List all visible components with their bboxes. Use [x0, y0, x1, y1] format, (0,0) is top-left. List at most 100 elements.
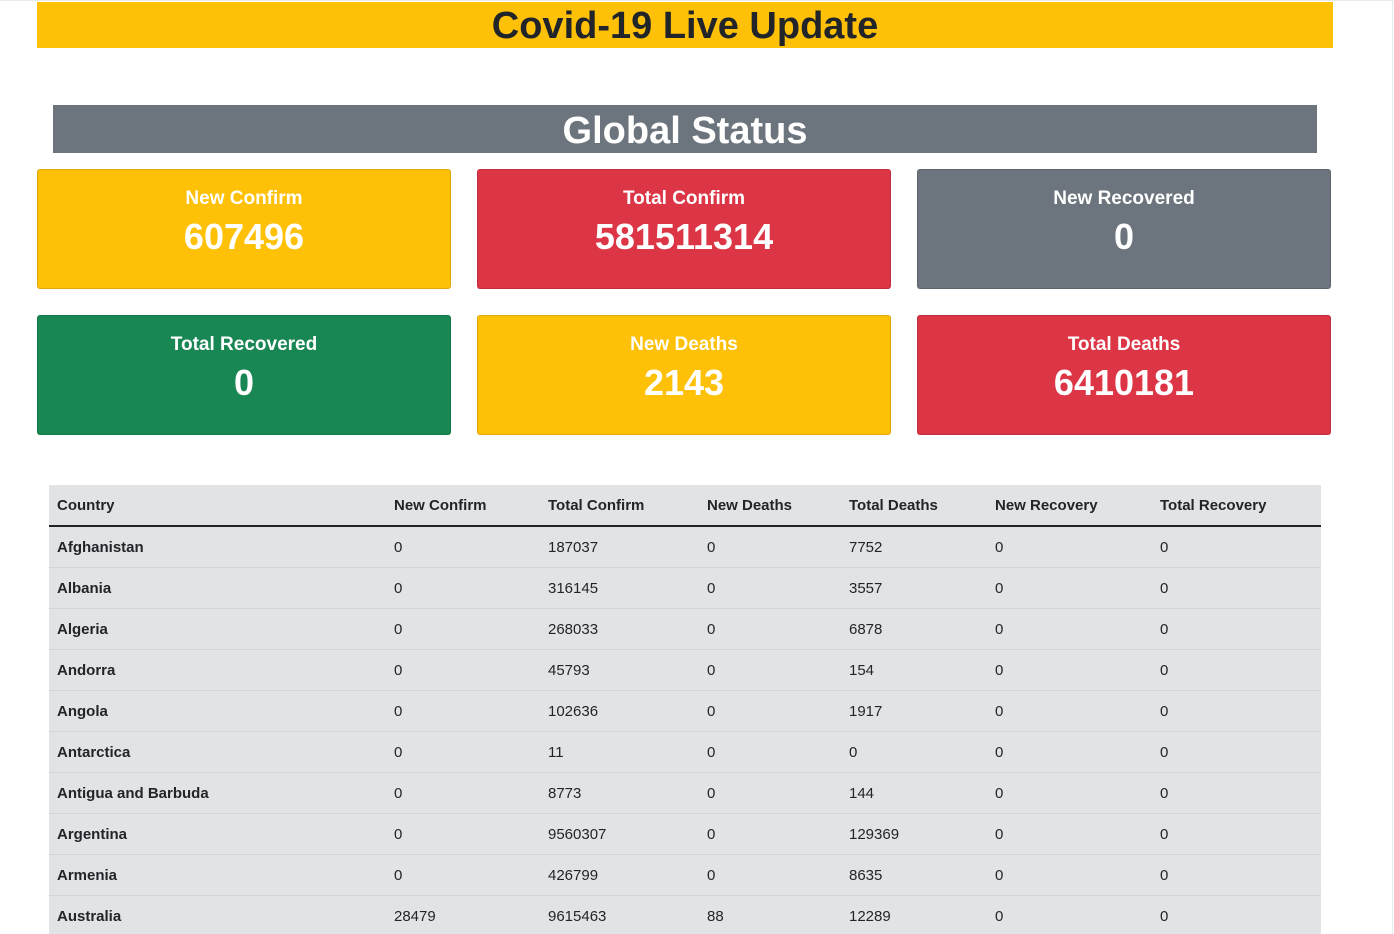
total-deaths-card: Total Deaths 6410181 [917, 315, 1331, 435]
table-body: Afghanistan 0 187037 0 7752 0 0 Albania 0 316145 0… [49, 526, 1321, 934]
column-header-total-confirm: Total Confirm [540, 485, 699, 527]
cell-country: Australia [49, 895, 386, 934]
cell-total-recovery: 0 [1152, 690, 1321, 732]
cell-country: Albania [49, 567, 386, 609]
table-row: Armenia 0 426799 0 8635 0 0 [49, 854, 1321, 896]
cell-new-deaths: 0 [699, 690, 841, 732]
cell-total-recovery: 0 [1152, 895, 1321, 934]
cell-total-confirm: 187037 [540, 526, 699, 568]
right-border [1392, 0, 1393, 934]
card-value: 0 [1113, 216, 1135, 257]
new-recovered-card: New Recovered 0 [917, 169, 1331, 289]
cell-new-recovery: 0 [987, 567, 1152, 609]
table-header-row: Country New Confirm Total Confirm New De… [49, 485, 1321, 527]
table-row: Australia 28479 9615463 88 12289 0 0 [49, 895, 1321, 934]
card-label: New Deaths [630, 334, 738, 355]
column-header-total-recovery: Total Recovery [1152, 485, 1321, 527]
table-row: Antarctica 0 11 0 0 0 0 [49, 731, 1321, 773]
table-row: Andorra 0 45793 0 154 0 0 [49, 649, 1321, 691]
table-row: Argentina 0 9560307 0 129369 0 0 [49, 813, 1321, 855]
cell-new-confirm: 0 [386, 567, 540, 609]
cell-total-recovery: 0 [1152, 731, 1321, 773]
cell-total-deaths: 12289 [841, 895, 987, 934]
total-recovered-card: Total Recovered 0 [37, 315, 451, 435]
cell-total-recovery: 0 [1152, 649, 1321, 691]
cell-total-deaths: 6878 [841, 608, 987, 650]
top-border [0, 0, 1394, 1]
card-label: New Confirm [185, 188, 303, 209]
table-row: Antigua and Barbuda 0 8773 0 144 0 0 [49, 772, 1321, 814]
cell-total-deaths: 8635 [841, 854, 987, 896]
card-label: Total Recovered [170, 334, 318, 355]
new-confirm-card: New Confirm 607496 [37, 169, 451, 289]
cell-total-deaths: 144 [841, 772, 987, 814]
cell-new-recovery: 0 [987, 772, 1152, 814]
new-deaths-card: New Deaths 2143 [477, 315, 891, 435]
cell-new-confirm: 0 [386, 813, 540, 855]
cell-new-recovery: 0 [987, 895, 1152, 934]
cell-new-recovery: 0 [987, 854, 1152, 896]
cell-total-recovery: 0 [1152, 526, 1321, 568]
cell-new-recovery: 0 [987, 690, 1152, 732]
cell-total-recovery: 0 [1152, 854, 1321, 896]
cell-new-confirm: 0 [386, 731, 540, 773]
column-header-new-deaths: New Deaths [699, 485, 841, 527]
cell-country: Argentina [49, 813, 386, 855]
cell-new-confirm: 28479 [386, 895, 540, 934]
column-header-new-confirm: New Confirm [386, 485, 540, 527]
column-header-total-deaths: Total Deaths [841, 485, 987, 527]
cell-new-deaths: 0 [699, 813, 841, 855]
cell-new-deaths: 0 [699, 731, 841, 773]
column-header-country: Country [49, 485, 386, 527]
cell-new-recovery: 0 [987, 649, 1152, 691]
cell-country: Andorra [49, 649, 386, 691]
cell-new-deaths: 0 [699, 649, 841, 691]
card-value: 2143 [643, 362, 725, 403]
cell-new-deaths: 0 [699, 772, 841, 814]
card-value: 0 [233, 362, 255, 403]
cell-new-deaths: 0 [699, 608, 841, 650]
cell-new-recovery: 0 [987, 608, 1152, 650]
cell-new-confirm: 0 [386, 854, 540, 896]
cell-total-recovery: 0 [1152, 813, 1321, 855]
card-value: 581511314 [594, 216, 774, 257]
cell-total-deaths: 0 [841, 731, 987, 773]
cell-country: Antigua and Barbuda [49, 772, 386, 814]
cell-country: Afghanistan [49, 526, 386, 568]
cell-total-deaths: 1917 [841, 690, 987, 732]
cell-country: Armenia [49, 854, 386, 896]
page-title: Covid-19 Live Update [37, 2, 1333, 48]
cell-total-confirm: 11 [540, 731, 699, 773]
country-table-container[interactable]: Country New Confirm Total Confirm New De… [49, 485, 1321, 934]
cell-total-deaths: 129369 [841, 813, 987, 855]
cell-total-confirm: 45793 [540, 649, 699, 691]
cell-new-confirm: 0 [386, 772, 540, 814]
cell-new-confirm: 0 [386, 649, 540, 691]
cell-new-recovery: 0 [987, 731, 1152, 773]
table-row: Angola 0 102636 0 1917 0 0 [49, 690, 1321, 732]
cell-new-confirm: 0 [386, 608, 540, 650]
country-table: Country New Confirm Total Confirm New De… [49, 485, 1321, 934]
cell-total-confirm: 102636 [540, 690, 699, 732]
card-label: Total Deaths [1067, 334, 1181, 355]
cell-new-deaths: 0 [699, 567, 841, 609]
cell-total-deaths: 3557 [841, 567, 987, 609]
cell-total-recovery: 0 [1152, 608, 1321, 650]
card-value: 6410181 [1053, 362, 1195, 403]
cell-total-deaths: 154 [841, 649, 987, 691]
cell-new-deaths: 0 [699, 526, 841, 568]
cell-new-confirm: 0 [386, 690, 540, 732]
cell-country: Angola [49, 690, 386, 732]
cell-new-recovery: 0 [987, 813, 1152, 855]
table-row: Algeria 0 268033 0 6878 0 0 [49, 608, 1321, 650]
total-confirm-card: Total Confirm 581511314 [477, 169, 891, 289]
table-row: Afghanistan 0 187037 0 7752 0 0 [49, 526, 1321, 568]
cell-total-recovery: 0 [1152, 567, 1321, 609]
cell-new-deaths: 0 [699, 854, 841, 896]
card-value: 607496 [183, 216, 305, 257]
cell-country: Antarctica [49, 731, 386, 773]
cell-total-confirm: 9615463 [540, 895, 699, 934]
cell-total-confirm: 268033 [540, 608, 699, 650]
cell-new-confirm: 0 [386, 526, 540, 568]
column-header-new-recovery: New Recovery [987, 485, 1152, 527]
